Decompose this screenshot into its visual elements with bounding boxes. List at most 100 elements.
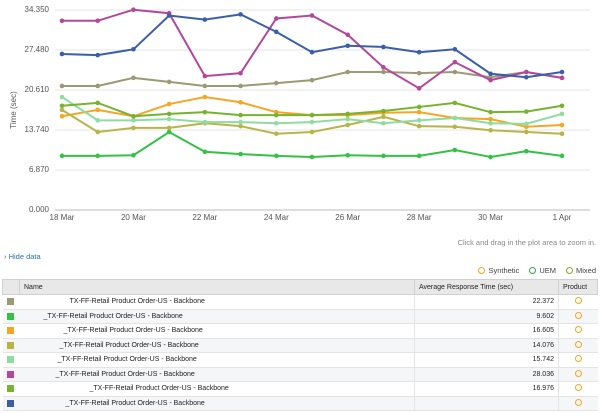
data-point: [559, 122, 565, 128]
data-point: [488, 77, 493, 83]
data-point: [345, 152, 351, 158]
x-tick-label: 18 Mar: [50, 213, 75, 222]
data-point: [131, 125, 136, 131]
table-row[interactable]: _TX-FF-Retail Product Order-US - Backbon…: [2, 309, 598, 324]
data-point: [559, 69, 565, 75]
color-swatch: [6, 298, 14, 306]
data-point: [345, 122, 351, 128]
data-point: [452, 147, 458, 153]
swatch-cell: [2, 352, 20, 368]
color-swatch: [6, 312, 14, 320]
table-row[interactable]: _TX-FF-Retail Product Order-US - Backbon…: [2, 338, 598, 353]
y-tick-label: 27.480: [25, 45, 50, 54]
y-tick-label: 0.000: [29, 205, 50, 214]
data-point: [273, 80, 279, 86]
product-cell: [558, 367, 598, 382]
data-point: [488, 127, 493, 133]
data-point: [202, 83, 208, 89]
data-point: [238, 99, 243, 105]
data-point: [166, 13, 172, 18]
value-cell: 28.036: [414, 367, 559, 382]
product-icon: [574, 384, 582, 392]
data-point: [345, 116, 351, 122]
legend-item[interactable]: Synthetic: [478, 266, 519, 275]
data-point: [559, 75, 565, 81]
header-cell[interactable]: Product: [558, 279, 598, 295]
table-row[interactable]: _TX-FF-Retail Product Order-US - Backbon…: [2, 367, 598, 382]
table-row[interactable]: TX-FF-Retail Product Order-US - Backbone…: [2, 294, 598, 310]
table-row[interactable]: _TX-FF-Retail Product Order-US - Backbon…: [2, 396, 598, 411]
product-cell: [558, 309, 598, 324]
x-tick-label: 30 Mar: [478, 213, 503, 222]
data-point: [131, 75, 136, 81]
data-point: [416, 118, 422, 123]
product-cell: [558, 338, 598, 353]
legend-item[interactable]: UEM: [529, 266, 556, 275]
x-tick-label: 26 Mar: [335, 213, 360, 222]
data-point: [273, 112, 279, 118]
legend-item[interactable]: Mixed: [565, 266, 596, 275]
data-point: [238, 123, 243, 129]
data-point: [238, 12, 243, 17]
y-tick-label: 34.350: [25, 5, 50, 14]
table-row[interactable]: _TX-FF-Retail Product Order-US - Backbon…: [2, 323, 598, 339]
data-point: [273, 120, 279, 126]
data-point: [273, 153, 279, 159]
data-point: [273, 29, 279, 35]
data-point: [452, 59, 458, 65]
product-cell: [558, 323, 598, 339]
data-point: [166, 79, 172, 85]
data-point: [559, 103, 565, 109]
hide-data-link[interactable]: › Hide data: [4, 252, 41, 261]
product-icon: [574, 398, 582, 406]
value-cell: 14.076: [414, 338, 559, 353]
data-point: [95, 100, 101, 106]
data-point: [381, 114, 386, 120]
data-point: [131, 118, 136, 123]
data-point: [202, 109, 208, 115]
data-point: [416, 153, 422, 159]
data-point: [238, 112, 243, 118]
data-point: [238, 70, 243, 76]
data-point: [523, 109, 529, 114]
header-cell[interactable]: Name: [19, 279, 415, 295]
data-point: [59, 113, 65, 119]
value-cell: 16.605: [414, 323, 559, 339]
color-swatch: [6, 356, 14, 364]
value-cell: 9.602: [414, 309, 559, 324]
name-cell: _TX-FF-Retail Product Order-US - Backbon…: [19, 338, 415, 353]
table-row[interactable]: _TX-FF-Retail Product Order-US - Backbon…: [2, 381, 598, 397]
data-point: [166, 116, 172, 122]
legend: Synthetic UEM Mixed: [478, 266, 596, 275]
y-tick-label: 20.610: [25, 85, 50, 94]
data-point: [59, 107, 65, 113]
product-icon: [574, 297, 582, 305]
data-point: [309, 49, 315, 55]
data-point: [59, 51, 65, 57]
header-cell[interactable]: Average Response Time (sec): [414, 279, 559, 295]
color-swatch: [6, 370, 14, 378]
data-point: [59, 103, 65, 109]
data-table: Name Average Response Time (sec) Product…: [2, 279, 598, 411]
data-point: [131, 152, 136, 158]
data-point: [95, 52, 101, 58]
table-row[interactable]: _TX-FF-Retail Product Order-US - Backbon…: [2, 352, 598, 368]
color-swatch: [6, 341, 14, 349]
x-tick-label: 28 Mar: [407, 213, 432, 222]
legend-label: Synthetic: [488, 266, 520, 275]
name-cell: TX-FF-Retail Product Order-US - Backbone: [19, 294, 415, 310]
data-point: [95, 18, 101, 24]
data-point: [381, 44, 386, 50]
data-point: [95, 129, 101, 135]
color-swatch: [6, 385, 14, 393]
value-cell: 15.742: [414, 352, 559, 368]
data-point: [381, 108, 386, 114]
value-cell: [414, 396, 559, 411]
data-point: [523, 74, 529, 80]
data-point: [416, 104, 422, 110]
data-point: [59, 153, 65, 159]
data-point: [381, 120, 386, 126]
data-point: [95, 107, 101, 113]
color-swatch: [6, 399, 14, 407]
